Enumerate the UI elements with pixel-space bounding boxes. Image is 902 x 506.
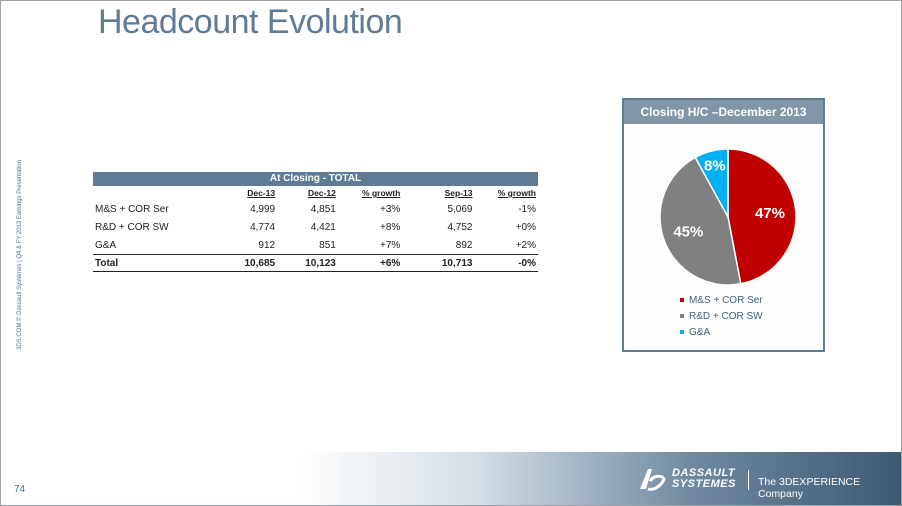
pie-legend: M&S + COR Ser R&D + COR SW G&A [680,293,763,341]
cell: 912 [258,239,276,251]
pie-slice-2 [694,148,729,218]
row-label: R&D + COR SW [95,221,169,233]
cell: +8% [379,221,401,233]
cell: -0% [474,254,538,272]
pie-slice-label-2: 8% [704,158,726,175]
legend-label: G&A [689,327,711,338]
cell: +3% [379,203,401,215]
cell: 851 [319,239,336,251]
cell: 4,999 [250,203,276,215]
column-header-row: Dec-13 Dec-12 % growth Sep-13 % growth [93,186,538,200]
legend-label: R&D + COR SW [689,311,763,322]
column-header-label [93,186,213,200]
row-label: M&S + COR Ser [95,203,169,215]
pie-slice-0 [727,148,797,285]
footer-bar [300,452,901,505]
cell: 4,421 [310,221,336,233]
table-row: M&S + COR Ser 4,999 4,851 +3% 5,069 -1% [93,200,538,218]
cell: 10,713 [402,254,475,272]
page-number: 74 [14,484,26,495]
company-tagline: The 3DEXPERIENCE Company [758,476,861,500]
cell: 10,123 [277,254,338,272]
column-header-dec12: Dec-12 [307,188,336,198]
tagline-separator [748,470,749,490]
cell: 4,752 [447,221,473,233]
table-header: At Closing - TOTAL [93,172,538,186]
headcount-table: At Closing - TOTAL Dec-13 Dec-12 % growt… [93,172,538,272]
pie-slice-1 [659,156,742,286]
pie-chart-panel: Closing H/C –December 2013 47% 45% 8% M&S … [622,98,825,352]
pie-chart: 47% 45% 8% [659,148,797,286]
cell: +6% [337,254,403,272]
legend-swatch [680,314,684,319]
cell: +2% [515,239,536,251]
row-label: G&A [95,239,117,251]
company-logo-text: DASSAULT SYSTEMES [672,467,736,490]
pie-slice-label-1: 45% [673,223,703,240]
row-label: Total [93,254,213,272]
legend-item-1: R&D + COR SW [680,309,763,325]
column-header-growth-yoy: % growth [362,188,401,198]
cell: -1% [518,203,536,215]
column-header-growth-qoq: % growth [497,188,536,198]
cell: 10,685 [212,254,278,272]
table-row-total: Total 10,685 10,123 +6% 10,713 -0% [93,254,538,272]
cell: 4,774 [250,221,276,233]
legend-item-2: G&A [680,325,763,341]
cell: +7% [379,239,401,251]
column-header-dec13: Dec-13 [247,188,276,198]
table-row: R&D + COR SW 4,774 4,421 +8% 4,752 +0% [93,218,538,236]
legend-label: M&S + COR Ser [689,295,763,306]
legend-swatch [680,298,684,303]
legend-swatch [680,330,684,335]
pie-chart-title: Closing H/C –December 2013 [624,100,823,124]
column-header-sep13: Sep-13 [444,188,473,198]
dassault-logo-icon [640,469,666,491]
cell: 5,069 [447,203,473,215]
legend-item-0: M&S + COR Ser [680,293,763,309]
table-row: G&A 912 851 +7% 892 +2% [93,236,538,255]
cell: 892 [455,239,473,251]
pie-slice-label-0: 47% [755,205,785,222]
cell: 4,851 [310,203,336,215]
page-title: Headcount Evolution [98,3,403,41]
side-caption: 3DS.COM © Dassault Systèmes | Q4 & FY 20… [17,160,23,350]
cell: +0% [515,221,536,233]
